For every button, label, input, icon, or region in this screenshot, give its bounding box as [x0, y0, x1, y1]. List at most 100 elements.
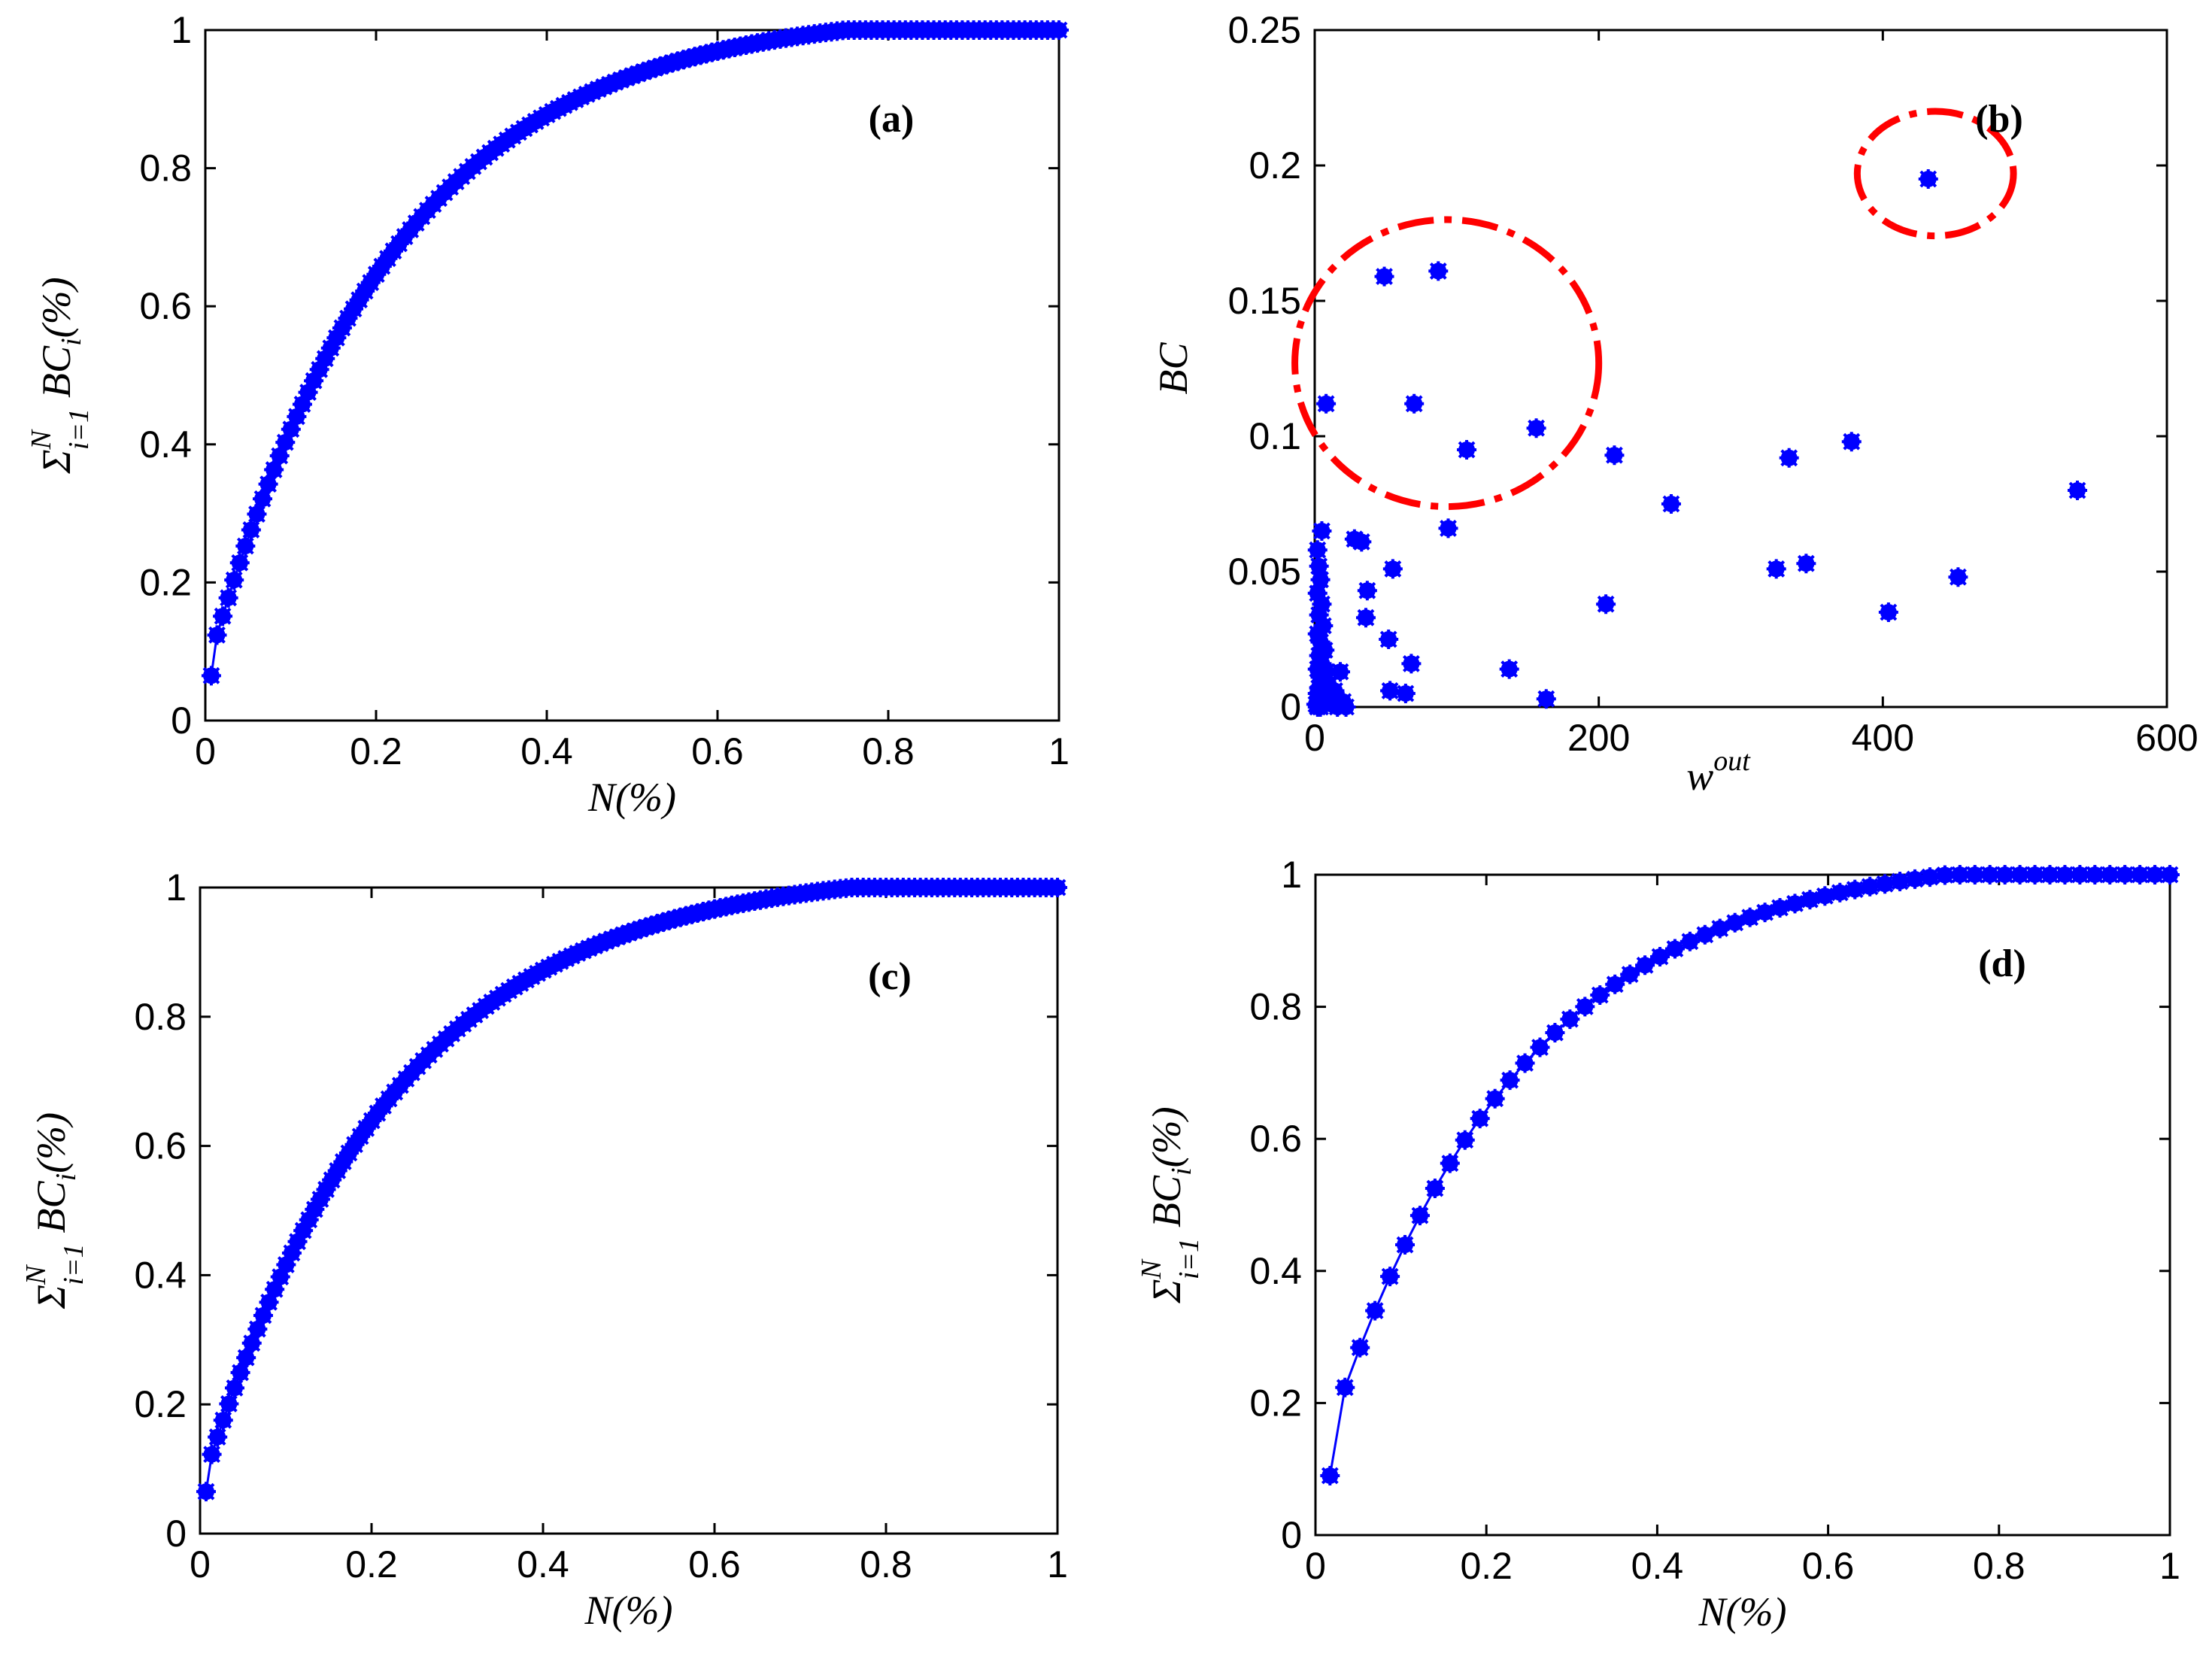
series-line [210, 29, 1059, 676]
data-point [281, 419, 301, 439]
x-tick-label: 200 [1567, 717, 1630, 759]
data-point [1536, 689, 1556, 709]
data-point [2130, 865, 2150, 885]
data-point [1379, 630, 1399, 649]
y-tick-label: 0.25 [1228, 9, 1301, 51]
data-point [1440, 1153, 1460, 1173]
y-tick-label: 0.6 [1249, 1118, 1302, 1160]
data-point [258, 474, 278, 494]
data-point [208, 1427, 228, 1447]
x-tick-label: 0.4 [520, 730, 573, 772]
data-point [196, 1482, 216, 1502]
data-point [1710, 918, 1730, 939]
data-point [1590, 985, 1610, 1005]
data-point [247, 504, 267, 524]
x-axis-label: N(%) [587, 775, 676, 820]
chart-panel-b: 0 200 400 600 0 0.05 0.1 0.15 0.2 0.25 wout BC (b) [1151, 9, 2198, 799]
data-point [1515, 1053, 1535, 1073]
y-tick-label: 0.4 [1249, 1250, 1302, 1292]
data-point [1725, 912, 1745, 933]
data-point [1374, 266, 1394, 287]
data-point [1545, 1023, 1565, 1043]
data-point [1470, 1109, 1490, 1129]
data-point [1845, 879, 1865, 900]
x-tick-label: 0.8 [862, 730, 915, 772]
highlight-circle [1291, 216, 1603, 511]
y-tick-label: 0.05 [1228, 551, 1301, 593]
data-point [1425, 1179, 1445, 1199]
plot-frame [204, 29, 1060, 722]
data-point [1785, 894, 1805, 914]
data-point [1664, 939, 1685, 959]
panel-tag: (c) [868, 955, 912, 998]
y-tick-label: 0.6 [134, 1125, 187, 1167]
y-tick-label: 0.4 [134, 1254, 187, 1296]
data-point [1049, 20, 1069, 40]
data-point [259, 1292, 279, 1312]
x-axis-label: wout [1686, 745, 1751, 799]
data-point [202, 1444, 222, 1464]
data-point [1679, 931, 1700, 951]
x-tick-label: 0.4 [1631, 1545, 1684, 1587]
data-point [1530, 1037, 1550, 1057]
x-tick-label: 0.6 [688, 1543, 741, 1585]
data-point [1320, 1465, 1340, 1485]
data-point [1312, 521, 1332, 541]
y-tick-label: 0 [1280, 686, 1301, 728]
data-point [1995, 865, 2015, 885]
data-point [287, 406, 307, 426]
data-point [224, 570, 244, 590]
data-point [1336, 697, 1356, 717]
data-point [2100, 865, 2120, 885]
chart-panel-a: 0 0.2 0.4 0.6 0.8 1 0 0.2 0.4 0.6 0.8 1 N(%) ΣN i=1BCi… [26, 9, 1070, 820]
y-tick-label: 0.2 [1249, 144, 1301, 187]
data-point [1455, 1130, 1475, 1150]
data-point [1500, 1070, 1520, 1091]
data-point [1950, 865, 1970, 885]
data-point [1560, 1009, 1580, 1030]
data-point [1766, 559, 1786, 579]
data-point [1380, 1267, 1400, 1287]
y-tick-label: 1 [171, 9, 192, 51]
data-point [1875, 874, 1895, 894]
data-point [2040, 865, 2060, 885]
chart-panel-d: 0 0.2 0.4 0.6 0.8 1 0 0.2 0.4 0.6 0.8 1 N(%) ΣN i=1BCi… [1136, 854, 2180, 1634]
data-point [253, 489, 273, 509]
data-point [1335, 1377, 1355, 1397]
data-point [1352, 532, 1372, 552]
data-point [1796, 554, 1816, 574]
highlight-circle [1853, 108, 2017, 240]
data-point [1395, 684, 1415, 703]
data-point [1309, 556, 1329, 576]
y-tick-label: 0.6 [139, 285, 192, 327]
data-point [1395, 1235, 1415, 1255]
data-point [2145, 865, 2165, 885]
data-point [1620, 964, 1640, 985]
data-point [1860, 876, 1880, 897]
x-axis-label: N(%) [584, 1588, 673, 1633]
data-point [1596, 594, 1616, 614]
data-point [1380, 681, 1400, 701]
data-point [1661, 494, 1681, 514]
x-tick-label: 0 [190, 1543, 211, 1585]
data-point [1048, 878, 1067, 897]
data-point [1841, 432, 1862, 452]
data-point [1605, 974, 1625, 994]
data-point [1815, 886, 1835, 906]
data-point [1307, 540, 1328, 560]
panel-tag: (b) [1975, 98, 2023, 141]
data-point [224, 1378, 244, 1398]
data-point [264, 460, 284, 480]
data-point [1575, 997, 1595, 1017]
x-tick-label: 1 [1047, 1543, 1068, 1585]
panel-tag: (a) [869, 98, 915, 141]
data-point [1350, 1337, 1370, 1358]
data-point [2070, 865, 2090, 885]
data-point [2115, 865, 2135, 885]
y-axis-label: ΣN i=1BCi(%) [1136, 1106, 1205, 1303]
data-point [1800, 890, 1820, 910]
data-point [1428, 261, 1449, 281]
data-point [1934, 865, 1955, 885]
data-point [2068, 481, 2088, 500]
y-tick-label: 1 [165, 866, 187, 909]
